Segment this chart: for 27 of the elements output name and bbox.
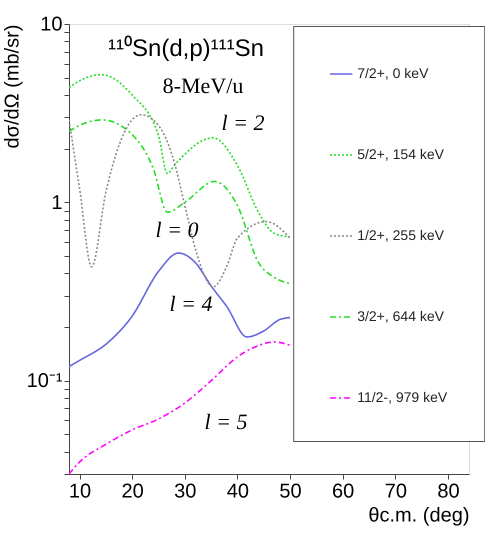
annotation: l = 4 (170, 291, 212, 316)
x-tick-label: 50 (279, 480, 302, 502)
x-tick-label: 70 (384, 480, 407, 502)
text: 8-MeV/u (162, 73, 244, 98)
text: ¹¹⁰Sn(d,p)¹¹¹Sn (108, 35, 264, 62)
x-tick-label: 40 (226, 480, 250, 502)
y-tick-label: 1 (51, 192, 62, 214)
x-tick-label: 20 (122, 480, 144, 502)
y-axis-title: dσ/dΩ (mb/sr) (2, 24, 24, 148)
line-series (69, 341, 291, 474)
line-series (69, 252, 291, 368)
y-tick-label: 10⁻¹ (26, 370, 63, 392)
legend-label: 3/2+, 644 keV (357, 308, 445, 324)
x-tick-label: 60 (332, 480, 354, 502)
annotation: l = 2 (222, 110, 264, 135)
legend-label: 11/2-, 979 keV (357, 389, 448, 405)
x-axis-title: θc.m. (deg) (368, 504, 470, 526)
x-tick-label: 80 (437, 480, 460, 502)
annotation: l = 0 (156, 217, 198, 242)
legend-label: 5/2+, 154 keV (357, 146, 445, 162)
y-tick-label: 10 (40, 14, 62, 36)
x-tick-label: 30 (174, 480, 196, 502)
annotation: l = 5 (204, 409, 248, 434)
legend-label: 1/2+, 255 keV (357, 227, 445, 243)
legend-label: 7/2+, 0 keV (357, 65, 430, 81)
line-series (69, 74, 291, 238)
x-tick-label: 10 (68, 480, 92, 502)
